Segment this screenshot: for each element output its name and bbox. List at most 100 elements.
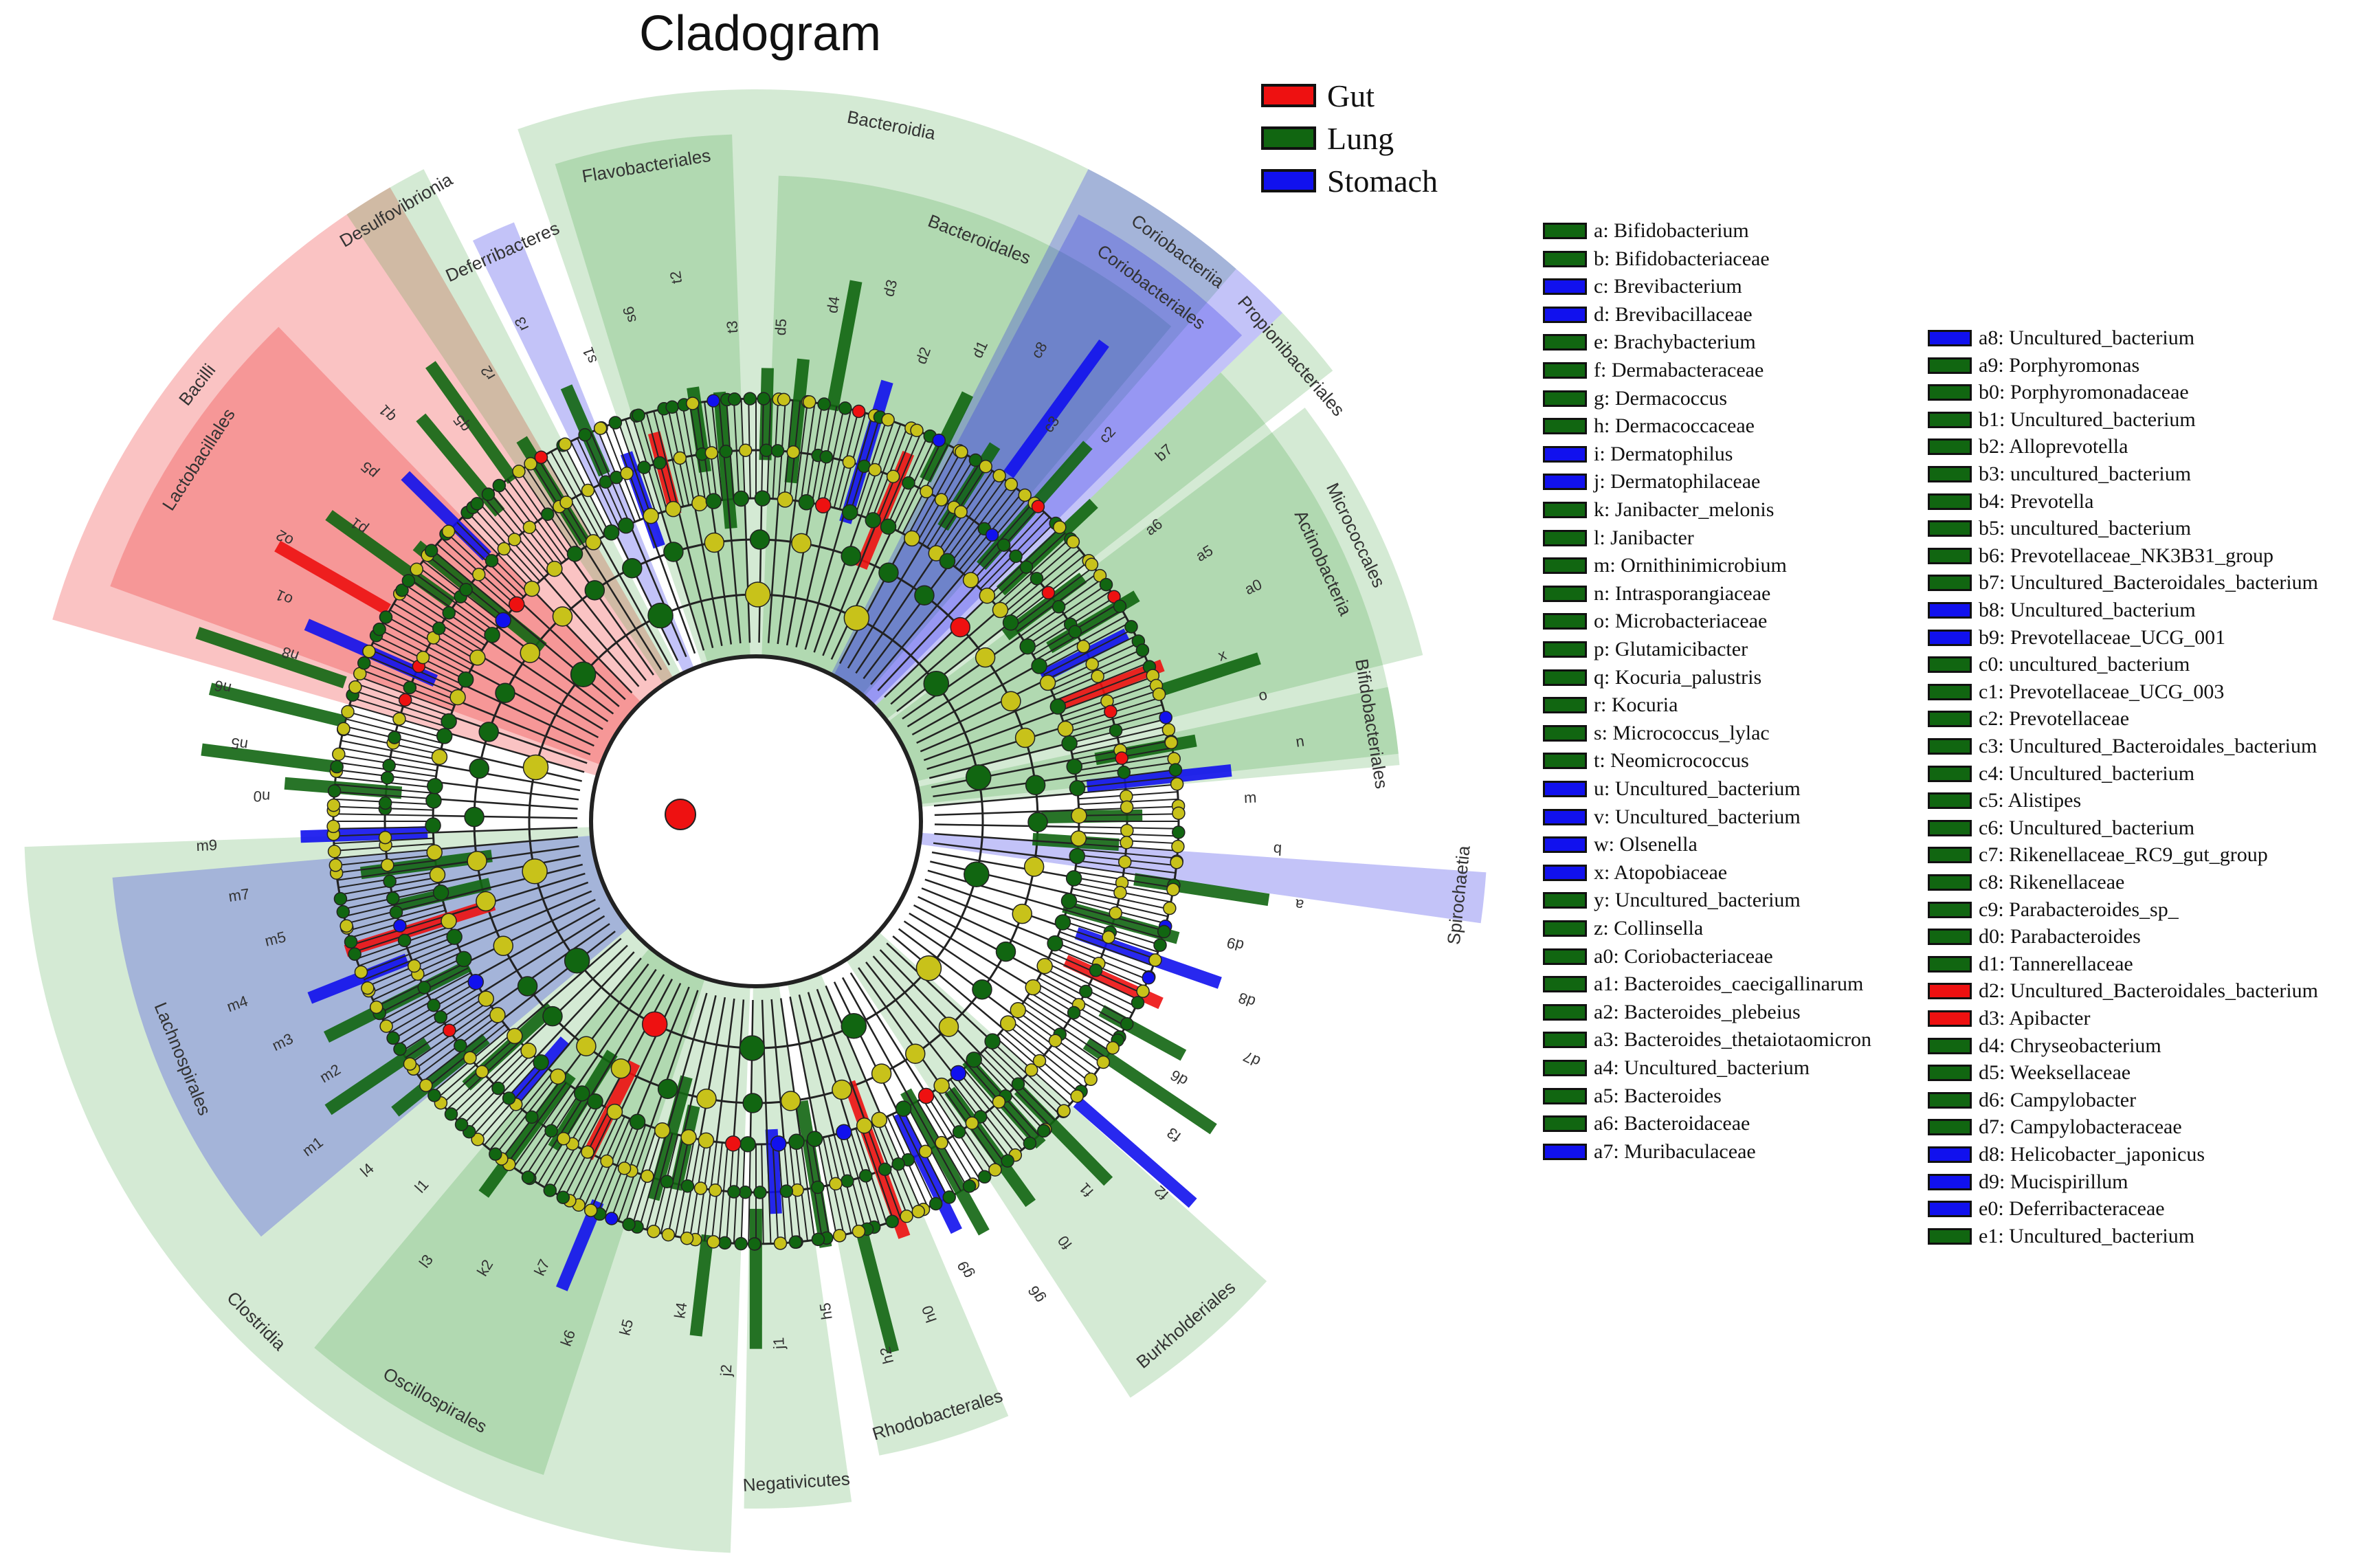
branch	[923, 710, 1060, 762]
branch	[458, 890, 592, 948]
tree-node	[950, 616, 970, 638]
tree-node	[1066, 535, 1080, 549]
branch	[816, 1138, 838, 1236]
tree-node	[915, 955, 942, 981]
tree-node	[1079, 984, 1093, 999]
taxon-bar	[516, 436, 590, 546]
taxon-legend-item: a0: Coriobacteriaceae	[1543, 944, 1773, 969]
tree-node	[476, 891, 496, 912]
tree-node	[379, 1019, 393, 1033]
taxon-label: a9: Porphyromonas	[1979, 353, 2140, 377]
tree-node	[708, 1183, 722, 1197]
taxon-bar	[1094, 734, 1197, 766]
branch	[881, 432, 922, 524]
branch	[995, 537, 1071, 606]
tree-node	[1019, 638, 1036, 655]
tree-node	[369, 1000, 383, 1014]
taxon-label: f: Dermabacteraceae	[1594, 359, 1764, 381]
tree-node	[1109, 724, 1123, 737]
taxon-bar	[920, 391, 974, 482]
taxon-label: d3: Apibacter	[1979, 1007, 2091, 1030]
tree-node	[871, 1111, 888, 1129]
taxon-bar	[284, 777, 403, 799]
taxon-bar	[843, 1080, 911, 1239]
taxon-swatch	[1928, 1227, 1972, 1245]
tree-node	[469, 649, 486, 666]
tree-node	[911, 1205, 926, 1219]
taxon-legend-item: c0: uncultured_bacterium	[1928, 652, 2190, 677]
clade-sector	[555, 134, 750, 664]
taxon-swatch	[1928, 1091, 1972, 1109]
tree-node	[806, 1131, 823, 1147]
tree-node	[780, 1091, 801, 1111]
tree-node	[576, 1036, 597, 1056]
branch	[561, 963, 649, 1080]
tree-node	[330, 759, 344, 774]
taxon-legend-item: e: Brachybacterium	[1543, 330, 1756, 355]
tree-node	[578, 427, 592, 442]
tree-node	[348, 947, 362, 961]
branch	[645, 1133, 674, 1230]
tree-node	[739, 443, 753, 457]
taxon-bar	[996, 498, 1098, 596]
tree-node	[1061, 735, 1078, 752]
tree-node	[739, 1136, 756, 1153]
taxon-bar	[855, 450, 915, 570]
taxon-swatch	[1543, 529, 1587, 546]
branch	[660, 512, 705, 651]
tree-node	[1070, 830, 1087, 847]
tree-node	[1076, 639, 1091, 654]
taxon-swatch	[1928, 602, 1972, 619]
taxon-swatch	[1928, 493, 1972, 510]
taxon-label: w: Olsenella	[1594, 833, 1698, 856]
tree-node	[952, 1125, 966, 1139]
tree-node	[1001, 1154, 1014, 1168]
tree-node	[471, 568, 486, 581]
tree-node	[939, 553, 956, 570]
tree-node	[865, 512, 882, 529]
tree-node	[425, 792, 442, 809]
branch	[619, 983, 682, 1115]
tree-node	[881, 413, 895, 427]
tree-node	[665, 400, 679, 414]
tree-node	[1069, 847, 1086, 865]
taxon-legend-item: b4: Prevotella	[1928, 489, 2093, 514]
tree-node	[744, 581, 771, 608]
tree-node	[401, 574, 416, 588]
tree-node	[770, 1135, 787, 1152]
branch	[865, 423, 902, 518]
branch	[335, 784, 434, 794]
tree-node	[432, 621, 446, 635]
taxon-swatch	[1928, 874, 1972, 891]
tree-node	[928, 1197, 943, 1211]
branch	[682, 405, 701, 504]
tree-node	[1068, 625, 1082, 638]
branch	[892, 935, 1004, 1030]
tree-node	[558, 437, 572, 452]
taxon-label: x: Atopobiaceae	[1594, 860, 1728, 884]
tree-node	[1031, 500, 1045, 513]
taxon-label: b6: Prevotellaceae_NK3B31_group	[1979, 544, 2274, 567]
branch	[361, 936, 455, 974]
tree-node	[707, 1235, 720, 1249]
taxon-label: c8: Rikenellaceae	[1979, 871, 2125, 893]
tree-node	[878, 1162, 892, 1177]
branch	[634, 986, 690, 1122]
tree-node	[759, 443, 773, 457]
taxon-swatch	[1543, 781, 1587, 797]
tree-node	[955, 445, 968, 459]
tree-node	[520, 643, 540, 663]
taxon-swatch	[1543, 920, 1587, 937]
taxon-label: b0: Porphyromonadaceae	[1979, 381, 2189, 404]
tree-node	[378, 796, 392, 810]
tree-node	[680, 1129, 697, 1146]
branch	[519, 600, 626, 700]
tree-node	[1023, 856, 1045, 877]
branch	[860, 1126, 895, 1221]
taxon-legend-item: u: Uncultured_bacterium	[1543, 777, 1801, 801]
taxon-legend-item: g: Dermacoccus	[1543, 386, 1727, 411]
clade-letter: d5	[772, 318, 790, 336]
tree-node	[698, 1132, 715, 1149]
branch	[341, 740, 439, 761]
tree-node	[719, 445, 733, 458]
